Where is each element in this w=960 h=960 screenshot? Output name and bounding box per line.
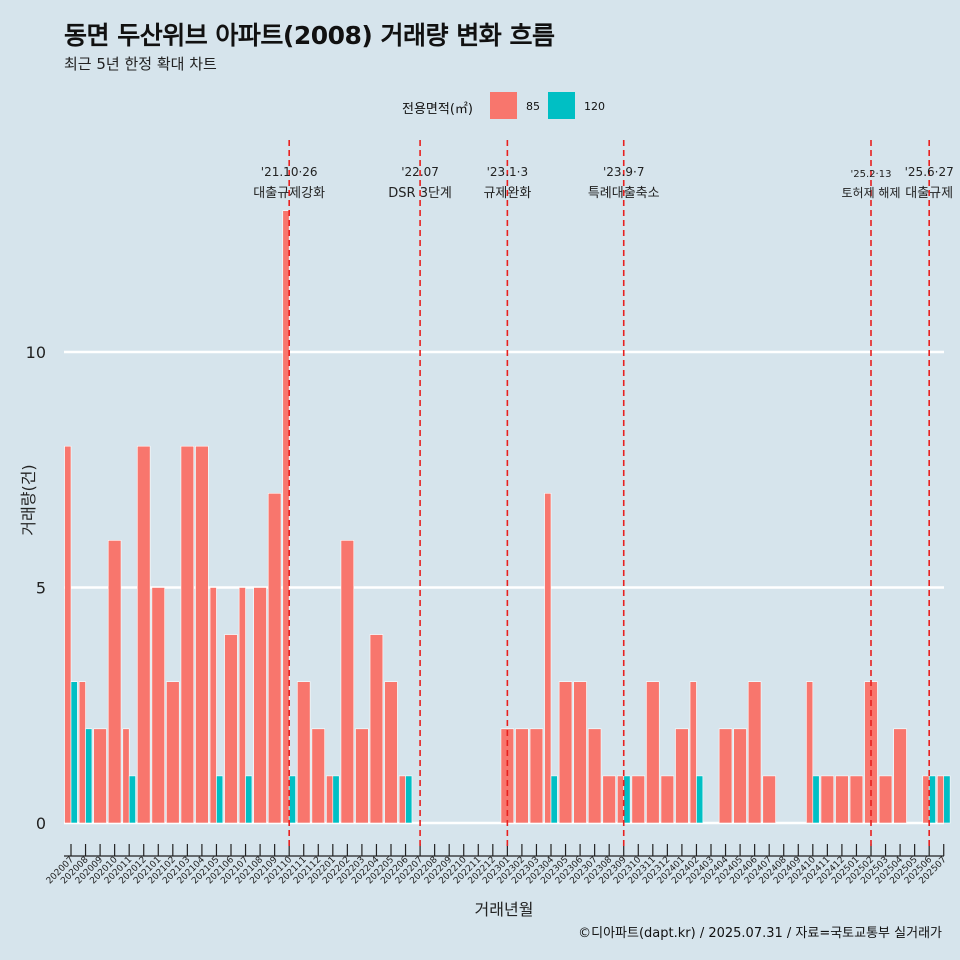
bar-85-202107 <box>238 587 246 824</box>
bar-120-202304 <box>550 775 558 824</box>
bar-85-202112 <box>311 728 325 824</box>
bar-85-202106 <box>224 634 238 824</box>
y-tick-label: 0 <box>36 814 46 833</box>
bar-85-202110 <box>282 210 290 824</box>
event-date-label: '25.2·13 <box>851 169 892 180</box>
bar-85-202309 <box>617 775 625 824</box>
y-axis-title: 거래량(건) <box>19 464 38 535</box>
bar-85-202105 <box>209 587 217 824</box>
event-date-label: '25.6·27 <box>905 165 954 179</box>
bar-85-202303 <box>529 728 544 824</box>
bar-120-202110 <box>288 775 296 824</box>
bar-85-202101 <box>151 587 165 824</box>
chart-title: 동면 두산위브 아파트(2008) 거래량 변화 흐름 <box>64 21 555 50</box>
event-label: 대출규제 <box>905 186 953 201</box>
event-date-label: '22.07 <box>401 165 439 179</box>
bar-85-202109 <box>267 492 282 824</box>
bar-85-202306 <box>573 681 587 824</box>
event-label: DSR 3단계 <box>388 186 452 201</box>
bar-85-202402 <box>689 681 697 824</box>
event-date-label: '21.10·26 <box>261 165 318 179</box>
bar-85-202404 <box>718 728 733 824</box>
bar-85-202412 <box>835 775 849 824</box>
bar-85-202504 <box>893 728 907 824</box>
chart-subtitle: 최근 5년 한정 확대 차트 <box>64 55 217 73</box>
bar-85-202305 <box>558 681 573 824</box>
bar-85-202310 <box>631 775 645 824</box>
bar-85-202206 <box>398 775 406 824</box>
bar-85-202203 <box>355 728 369 824</box>
bar-85-202012 <box>137 445 151 824</box>
bar-85-202009 <box>93 728 107 824</box>
bar-85-202202 <box>340 540 355 824</box>
bar-85-202204 <box>369 634 384 824</box>
bar-85-202307 <box>587 728 602 824</box>
bar-120-202410 <box>812 775 820 824</box>
event-label: 토허제 해제 <box>841 186 900 200</box>
bar-85-202104 <box>195 445 209 824</box>
bar-120-202206 <box>405 775 413 824</box>
bar-85-202506 <box>922 775 930 824</box>
bar-85-202102 <box>166 681 180 824</box>
y-tick-label: 5 <box>36 579 46 598</box>
event-label: 대출규제강화 <box>253 186 325 201</box>
bar-85-202503 <box>878 775 893 824</box>
bar-85-202010 <box>107 540 122 824</box>
bar-85-202308 <box>602 775 616 824</box>
bar-120-202008 <box>85 728 93 824</box>
bar-120-202011 <box>128 775 136 824</box>
bar-120-202309 <box>623 775 631 824</box>
bar-85-202410 <box>806 681 814 824</box>
bar-85-202311 <box>646 681 660 824</box>
bar-85-202205 <box>384 681 398 824</box>
bar-85-202405 <box>733 728 747 824</box>
bar-120-202507 <box>943 775 951 824</box>
bar-120-202007 <box>70 681 78 824</box>
event-label: 규제완화 <box>483 186 531 201</box>
bar-85-202011 <box>122 728 130 824</box>
event-date-label: '23.9·7 <box>603 165 644 179</box>
bar-85-202007 <box>64 445 72 824</box>
bar-85-202008 <box>78 681 86 824</box>
legend-key-85 <box>490 92 517 119</box>
legend-key-120 <box>548 92 575 119</box>
bar-85-202411 <box>820 775 835 824</box>
x-axis-title: 거래년월 <box>475 900 534 919</box>
y-tick-label: 10 <box>26 343 46 362</box>
legend-label-85: 85 <box>526 100 540 113</box>
bar-85-202406 <box>747 681 762 824</box>
legend-title: 전용면적(㎡) <box>402 102 473 117</box>
bar-85-202108 <box>253 587 267 824</box>
bar-85-202507 <box>937 775 945 824</box>
source-caption: ©디아파트(dapt.kr) / 2025.07.31 / 자료=국토교통부 실… <box>578 926 942 941</box>
bar-85-202401 <box>675 728 689 824</box>
legend-label-120: 120 <box>584 100 605 113</box>
bar-120-202107 <box>245 775 253 824</box>
bar-120-202201 <box>332 775 340 824</box>
bar-85-202201 <box>326 775 334 824</box>
bar-85-202312 <box>660 775 675 824</box>
bar-120-202402 <box>696 775 704 824</box>
bar-85-202103 <box>180 445 195 824</box>
event-label: 특례대출축소 <box>588 186 660 201</box>
bar-120-202105 <box>216 775 224 824</box>
bar-85-202304 <box>544 492 552 824</box>
event-date-label: '23.1·3 <box>487 165 528 179</box>
bar-85-202407 <box>762 775 776 824</box>
bar-120-202506 <box>928 775 936 824</box>
bar-85-202501 <box>849 775 864 824</box>
legend: 전용면적(㎡) 85 120 <box>0 92 960 122</box>
bar-85-202111 <box>297 681 311 824</box>
bar-85-202302 <box>515 728 529 824</box>
